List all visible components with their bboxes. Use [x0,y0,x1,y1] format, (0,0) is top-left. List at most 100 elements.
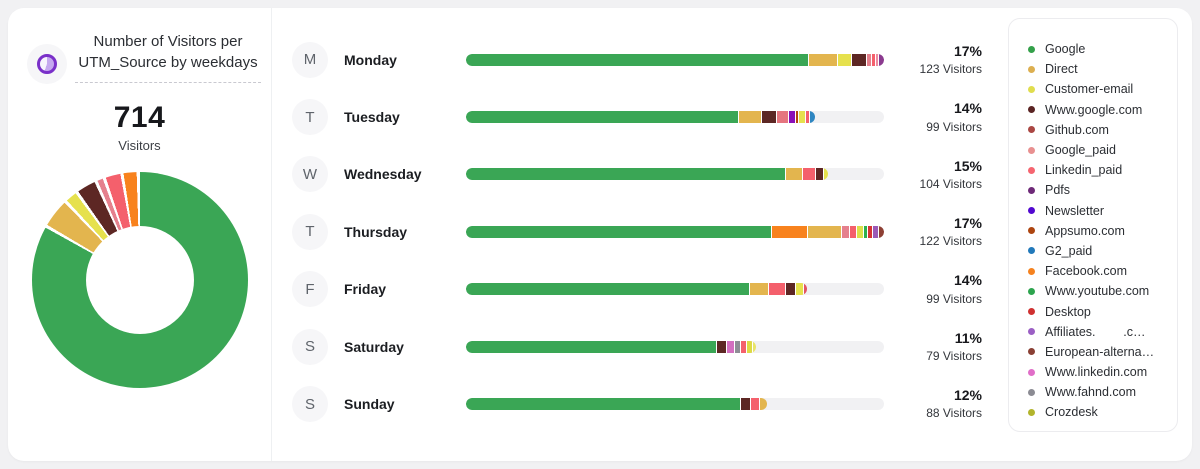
bar-segment [878,225,884,238]
legend-item[interactable]: Customer-email [1028,79,1171,99]
legend-color-dot [1028,186,1035,194]
bar-segment [715,340,727,353]
legend-color-dot [1028,267,1035,275]
legend-item[interactable]: Github.com [1028,120,1171,140]
donut-chart[interactable] [31,172,248,388]
legend-color-dot [1028,146,1035,154]
stacked-bar-fill [466,398,767,411]
weekday-stats: 11% 79 Visitors [926,328,1008,366]
weekday-percentage: 12% [953,387,982,404]
weekday-visitor-count: 79 Visitors [926,349,982,364]
legend-color-dot [1028,166,1035,174]
bar-segment [775,111,788,124]
legend-color-dot [1028,348,1035,356]
utm-source-legend: Google Direct Customer-email Www.google.com… [1008,18,1178,432]
legend-label: Linkedin_paid [1045,163,1123,178]
legend-item[interactable]: Www.youtube.com [1028,281,1171,301]
widget-title: Number of Visitors per UTM_Source by wee… [78,33,258,71]
legend-item[interactable]: Pdfs [1028,180,1171,200]
weekday-label: Thursday [344,223,408,240]
legend-item[interactable]: Www.linkedin.com [1028,362,1171,382]
legend-label: Www.fahnd.com [1045,385,1137,400]
weekday-stats: 15% 104 Visitors [920,156,1008,194]
legend-color-dot [1028,65,1035,73]
weekday-label: Wednesday [344,166,422,183]
legend-label: Google [1045,42,1086,57]
donut-hole [85,226,194,334]
weekday-row: M Monday 17% 123 Visitors [292,31,1008,88]
legend-label: Crozdesk [1045,405,1098,420]
legend-item[interactable]: Facebook.com [1028,261,1171,281]
bar-segment [804,111,810,124]
bar-segment [767,283,785,296]
stacked-bar[interactable] [466,340,884,353]
weekday-visitor-count: 104 Visitors [919,176,982,191]
weekday-badge: T [292,213,328,250]
bar-segment [739,398,750,411]
legend-label: Direct [1045,62,1078,77]
pie-chart-icon [27,44,67,84]
bar-segment [466,398,740,411]
legend-item[interactable]: Crozdesk [1028,402,1171,422]
stacked-bar-fill [466,283,808,296]
weekday-visitor-count: 122 Visitors [919,234,982,249]
weekday-badge: W [292,156,328,193]
legend-label: Customer-email [1045,82,1134,97]
weekday-badge: S [292,386,328,423]
stacked-bar[interactable] [466,53,884,66]
legend-label: Newsletter [1045,203,1105,218]
weekday-percentage: 11% [954,329,982,346]
bar-segment [802,283,808,296]
legend-item[interactable]: Desktop [1028,301,1171,321]
weekday-badge: S [292,328,328,365]
weekday-visitor-count: 123 Visitors [919,62,982,77]
bar-segment [760,111,776,124]
bar-segment [466,53,808,66]
legend-label: Affiliates. .c… [1045,324,1146,339]
weekday-label: Friday [344,281,387,298]
legend-label: Desktop [1045,304,1091,319]
stacked-bar[interactable] [466,168,884,181]
weekday-visitor-count: 88 Visitors [926,406,982,421]
legend-item[interactable]: Google [1028,39,1171,59]
legend-color-dot [1028,247,1035,255]
legend-item[interactable]: G2_paid [1028,241,1171,261]
stacked-bar-fill [466,111,815,124]
legend-item[interactable]: Appsumo.com [1028,221,1171,241]
weekday-row: F Friday 14% 99 Visitors [292,261,1008,318]
legend-color-dot [1028,308,1035,316]
bar-segment [794,283,803,296]
bar-segment [872,225,879,238]
total-visitors-label: Visitors [118,138,161,153]
stacked-bar[interactable] [466,111,884,124]
weekday-stats: 12% 88 Visitors [926,385,1008,423]
weekday-row: W Wednesday 15% 104 Visitors [292,146,1008,203]
bar-segment [751,340,757,353]
legend-item[interactable]: Linkedin_paid [1028,160,1171,180]
legend-item[interactable]: Direct [1028,59,1171,79]
stacked-bar[interactable] [466,283,884,296]
legend-color-dot [1028,126,1035,134]
bar-segment [749,398,759,411]
weekday-percentage: 15% [953,157,982,174]
stacked-bar[interactable] [466,398,884,411]
legend-item[interactable]: Newsletter [1028,201,1171,221]
legend-color-dot [1028,227,1035,235]
legend-item[interactable]: Google_paid [1028,140,1171,160]
weekday-label: Saturday [344,338,404,355]
bar-segment [740,340,747,353]
legend-item[interactable]: Www.google.com [1028,100,1171,120]
bar-segment [870,53,875,66]
bar-segment [807,53,837,66]
weekday-stats: 14% 99 Visitors [926,98,1008,136]
bar-segment [746,340,752,353]
legend-label: Pdfs [1045,183,1071,198]
weekday-bars-section: M Monday 17% 123 Visitors T Tuesday 14% 99 Visi… [272,8,1008,461]
weekday-label: Tuesday [344,109,400,126]
bar-segment [466,225,772,238]
legend-item[interactable]: European-alterna… [1028,342,1171,362]
legend-item[interactable]: Www.fahnd.com [1028,382,1171,402]
legend-item[interactable]: Affiliates. .c… [1028,322,1171,342]
stacked-bar[interactable] [466,225,884,238]
weekday-label: Monday [344,51,397,68]
